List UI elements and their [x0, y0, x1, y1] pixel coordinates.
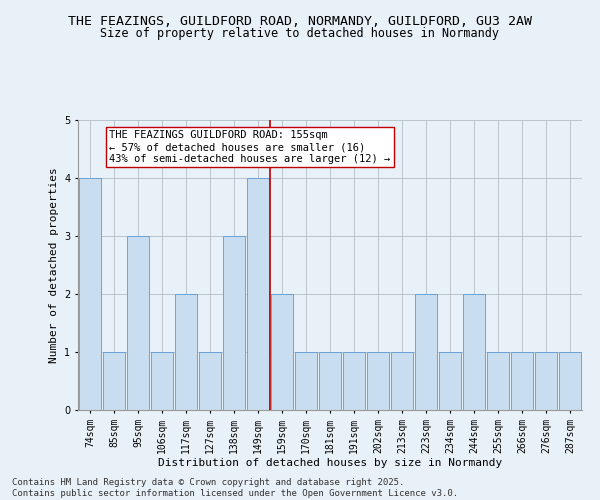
Bar — [343, 352, 365, 410]
Bar — [415, 294, 437, 410]
Text: THE FEAZINGS, GUILDFORD ROAD, NORMANDY, GUILDFORD, GU3 2AW: THE FEAZINGS, GUILDFORD ROAD, NORMANDY, … — [68, 15, 532, 28]
Bar — [439, 352, 461, 410]
Text: Size of property relative to detached houses in Normandy: Size of property relative to detached ho… — [101, 28, 499, 40]
Bar — [223, 236, 245, 410]
Bar — [367, 352, 389, 410]
Bar — [175, 294, 197, 410]
Bar — [247, 178, 269, 410]
Bar — [103, 352, 125, 410]
Bar — [79, 178, 101, 410]
Bar — [391, 352, 413, 410]
Bar — [151, 352, 173, 410]
Bar — [511, 352, 533, 410]
X-axis label: Distribution of detached houses by size in Normandy: Distribution of detached houses by size … — [158, 458, 502, 468]
Bar — [319, 352, 341, 410]
Bar — [487, 352, 509, 410]
Bar — [559, 352, 581, 410]
Bar — [271, 294, 293, 410]
Bar — [199, 352, 221, 410]
Text: Contains HM Land Registry data © Crown copyright and database right 2025.
Contai: Contains HM Land Registry data © Crown c… — [12, 478, 458, 498]
Text: THE FEAZINGS GUILDFORD ROAD: 155sqm
← 57% of detached houses are smaller (16)
43: THE FEAZINGS GUILDFORD ROAD: 155sqm ← 57… — [109, 130, 391, 164]
Bar — [463, 294, 485, 410]
Bar — [535, 352, 557, 410]
Bar — [127, 236, 149, 410]
Y-axis label: Number of detached properties: Number of detached properties — [49, 167, 59, 363]
Bar — [295, 352, 317, 410]
